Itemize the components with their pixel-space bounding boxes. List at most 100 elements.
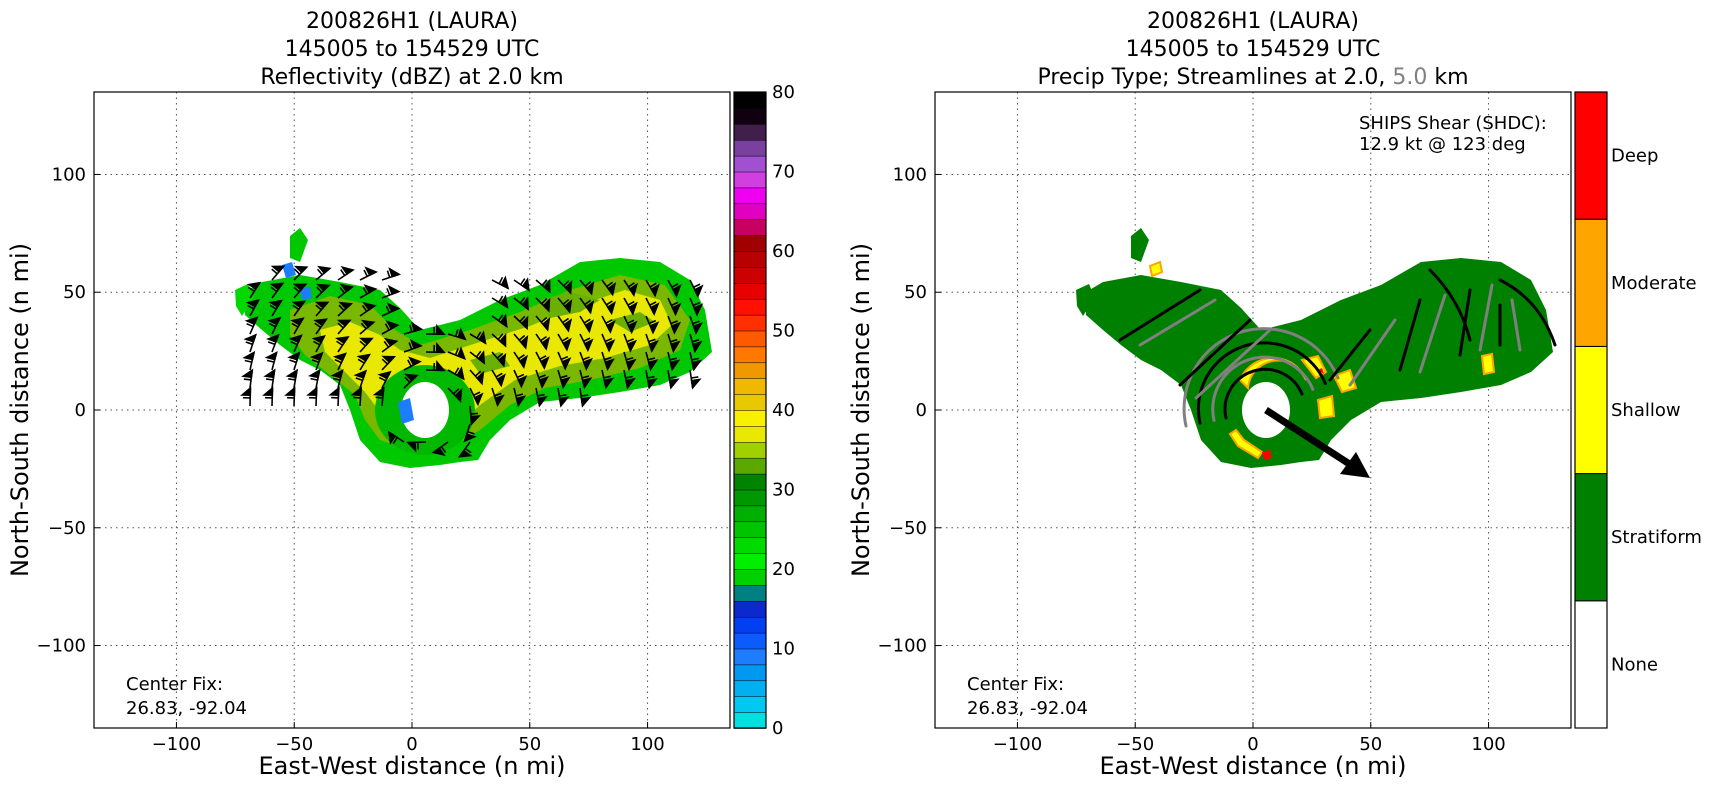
colorbar-swatch — [733, 330, 767, 348]
right-y-ticks: −100 −50 0 50 100 — [878, 164, 941, 657]
precip-type-colorbar — [1574, 91, 1608, 729]
wind-barb — [513, 351, 529, 370]
left-grid — [94, 92, 730, 728]
wind-barb — [431, 441, 449, 457]
left-x-ticks: −100 −50 0 50 100 — [152, 722, 665, 755]
colorbar-swatch — [733, 473, 767, 491]
wind-barb — [246, 281, 262, 299]
colorbar-swatch-none — [1574, 600, 1608, 729]
wind-barb — [667, 315, 682, 335]
wind-barb — [469, 350, 486, 365]
streamline — [1478, 283, 1494, 352]
wind-barb — [623, 315, 638, 335]
colorbar-category-label: Shallow — [1611, 400, 1681, 421]
wind-barb — [535, 369, 549, 389]
wind-barb — [557, 369, 571, 390]
wind-barb — [292, 283, 308, 299]
wind-barb — [469, 369, 485, 386]
x-tick-label: −100 — [993, 734, 1042, 755]
wind-barb — [557, 297, 573, 314]
wind-barb — [463, 423, 477, 443]
wind-barb — [557, 333, 572, 352]
wind-barb — [330, 369, 344, 389]
wind-barb — [315, 265, 332, 281]
wind-barb — [513, 333, 529, 350]
left-x-axis-label: East-West distance (n mi) — [258, 752, 565, 780]
colorbar-tick-label: 60 — [772, 241, 795, 262]
wind-barb — [689, 315, 703, 335]
streamline — [1498, 278, 1557, 347]
x-tick-label: 100 — [1471, 734, 1505, 755]
wind-barb — [557, 315, 573, 333]
wind-barb — [535, 315, 551, 332]
wind-barb — [377, 370, 392, 389]
wind-barb — [689, 297, 704, 317]
wind-barb — [579, 315, 594, 334]
wind-barb — [689, 369, 702, 390]
wind-barb — [287, 351, 301, 371]
precip-nw-cell — [1076, 228, 1149, 316]
right-x-axis-label: East-West distance (n mi) — [1099, 752, 1406, 780]
wind-barb — [381, 337, 399, 353]
wind-barb — [381, 267, 402, 281]
wind-barb — [263, 368, 276, 389]
colorbar-swatch — [733, 346, 767, 364]
wind-barb — [241, 368, 254, 389]
wind-barb — [623, 333, 638, 353]
wind-barb — [513, 369, 528, 389]
echo-blue-fringe — [282, 262, 414, 424]
wind-barb — [244, 316, 259, 335]
wind-barbs — [240, 265, 704, 458]
wind-barb — [337, 301, 354, 317]
streamline — [1223, 367, 1304, 420]
wind-barb — [291, 300, 307, 317]
right-title-line3-b: km — [1427, 65, 1468, 90]
colorbar-swatch — [733, 187, 767, 205]
wind-barb — [332, 352, 347, 371]
wind-barb — [601, 351, 615, 372]
wind-barb — [667, 369, 680, 390]
streamline — [1211, 355, 1315, 422]
wind-barb — [284, 386, 296, 407]
wind-barb — [447, 346, 467, 361]
wind-barb — [457, 441, 473, 458]
wind-barb — [240, 386, 252, 407]
colorbar-swatch — [733, 393, 767, 411]
right-title-line3: Precip Type; Streamlines at 2.0, 5.0 km — [1037, 65, 1468, 90]
wind-barb — [667, 351, 681, 372]
colorbar-category-label: None — [1611, 654, 1658, 675]
wind-barb — [243, 333, 257, 353]
wind-barb — [513, 296, 529, 311]
right-colorbar-frame — [1574, 91, 1608, 729]
colorbar-swatch — [733, 616, 767, 634]
wind-barb — [601, 315, 616, 334]
x-tick-label: −50 — [1116, 734, 1154, 755]
wind-barb — [425, 341, 446, 354]
colorbar-swatch — [733, 441, 767, 459]
wind-barb — [579, 279, 595, 296]
x-tick-label: −50 — [275, 734, 313, 755]
streamlines — [1118, 268, 1557, 428]
wind-barb — [645, 369, 658, 390]
wind-barb — [667, 333, 681, 354]
streamline — [1328, 328, 1372, 382]
colorbar-tick-label: 70 — [772, 162, 795, 183]
wind-barb — [359, 284, 378, 299]
wind-barb — [337, 265, 355, 281]
right-center-fix-label: Center Fix: — [967, 674, 1064, 695]
right-center-fix-value: 26.83, -92.04 — [967, 698, 1088, 719]
wind-barb — [372, 386, 385, 407]
wind-barb — [491, 275, 510, 290]
colorbar-swatch — [733, 107, 767, 125]
colorbar-swatch — [733, 600, 767, 618]
colorbar-tick-label: 0 — [772, 718, 783, 739]
colorbar-swatch — [733, 203, 767, 220]
wind-barb — [311, 334, 326, 353]
wind-barb — [645, 333, 659, 353]
wind-barb — [307, 368, 321, 389]
wind-barb — [359, 337, 374, 353]
right-title-line2: 145005 to 154529 UTC — [1126, 37, 1381, 62]
colorbar-swatch — [733, 695, 767, 713]
colorbar-tick-label: 30 — [772, 480, 795, 501]
wind-barb — [623, 351, 637, 372]
